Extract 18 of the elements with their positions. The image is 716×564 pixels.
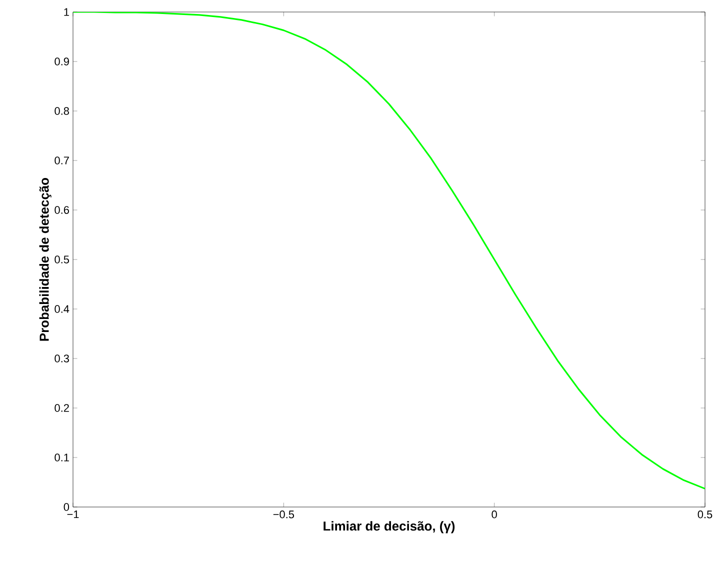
y-tick-label: 0.9 <box>54 58 69 66</box>
y-tick-label: 0.8 <box>54 107 69 115</box>
y-tick-label: 0.5 <box>54 256 70 264</box>
y-tick-label: 0.3 <box>54 354 69 362</box>
x-tick-label: −0.5 <box>273 510 294 518</box>
x-tick-label: 0.5 <box>698 510 712 518</box>
y-tick-label: 0.1 <box>54 454 69 462</box>
y-axis-title: Probabilidade de detecção <box>39 178 52 341</box>
y-tick-label: 0.2 <box>54 404 69 412</box>
y-tick-label: 0.6 <box>54 206 69 214</box>
x-axis-title: Limiar de decisão, (γ) <box>324 521 455 534</box>
y-tick-label: 1 <box>64 8 69 16</box>
line-series <box>73 12 706 490</box>
y-tick-label: 0.7 <box>54 156 69 164</box>
y-tick-label: 0.4 <box>54 305 70 313</box>
x-tick-label: −1 <box>67 510 79 518</box>
y-tick-label: 0 <box>64 503 70 511</box>
x-tick-label: 0 <box>492 510 497 518</box>
